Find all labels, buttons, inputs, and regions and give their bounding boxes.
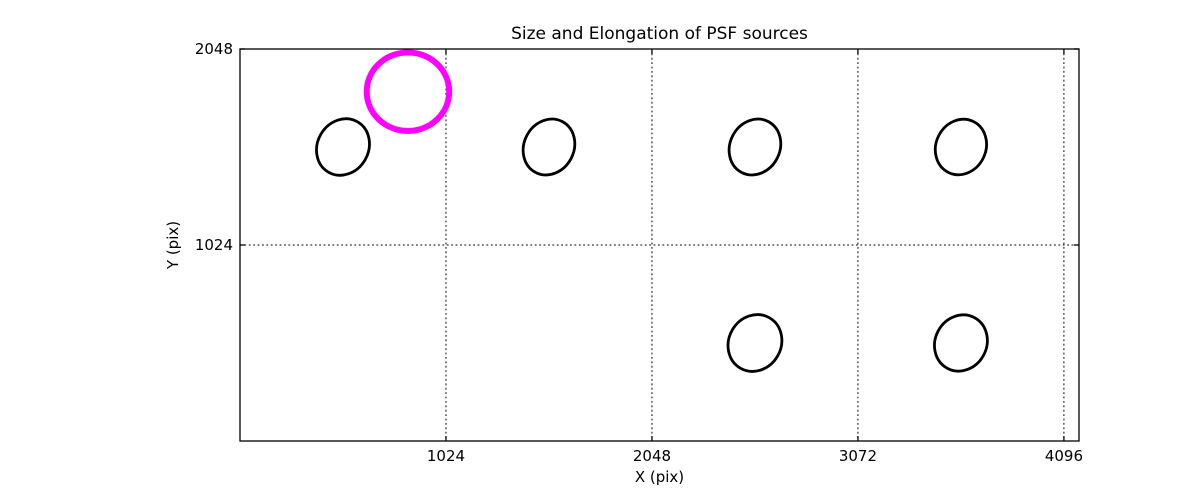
tick-mark-layer [240,48,1079,441]
tick-label-x-1024: 1024 [427,447,465,465]
reference-circle [363,49,453,134]
psf-ellipse [727,117,783,177]
psf-ellipse [726,313,784,373]
psf-source-layer [315,49,989,373]
tick-label-y-1024: 1024 [195,236,233,254]
tick-label-x-2048: 2048 [633,447,671,465]
psf-ellipse [933,117,988,177]
tick-label-x-3072: 3072 [839,447,877,465]
psf-ellipse [933,313,989,373]
psf-ellipse [315,117,371,177]
chart-title: Size and Elongation of PSF sources [511,24,808,44]
tick-label-layer: 1024 2048 3072 4096 1024 2048 [195,40,1083,465]
x-axis-label: X (pix) [635,468,684,486]
grid-layer [240,48,1079,441]
tick-label-x-4096: 4096 [1045,447,1083,465]
tick-label-y-2048: 2048 [195,40,233,58]
y-axis-label: Y (pix) [164,221,182,270]
psf-ellipse [521,117,577,177]
